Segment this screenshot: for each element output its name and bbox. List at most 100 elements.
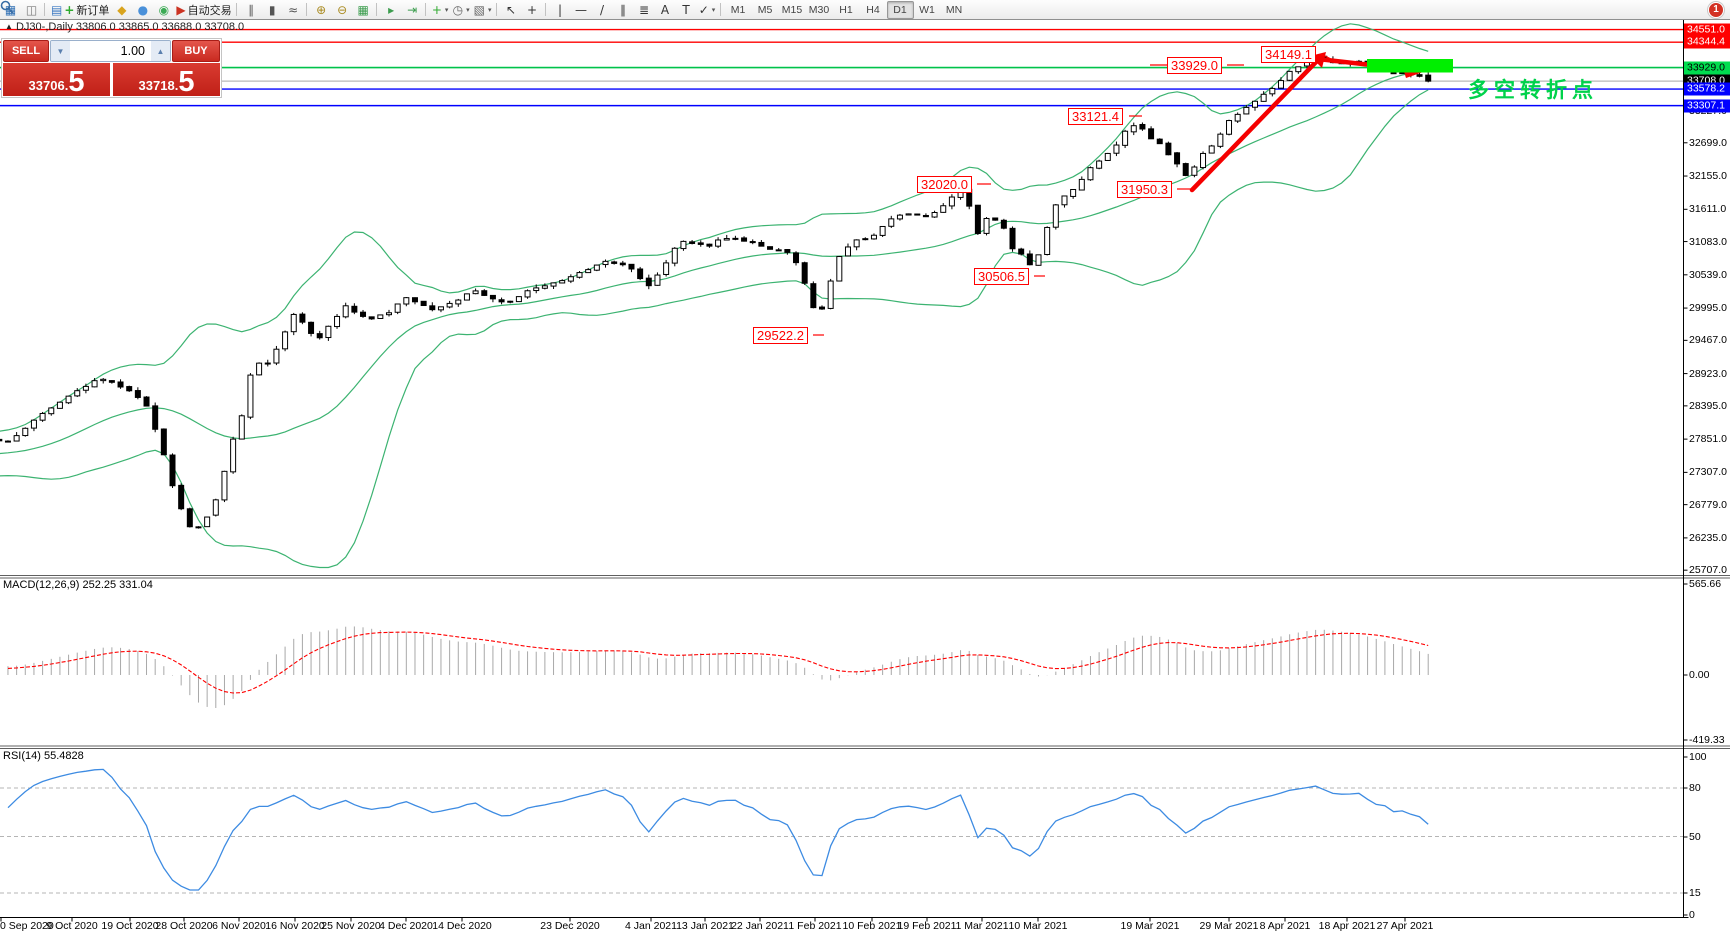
tile-windows-icon[interactable]: ▦ [353,1,374,18]
axes-layer [0,20,1730,922]
price-annotation[interactable]: 30506.5 [974,268,1029,285]
price-annotation[interactable]: 32020.0 [917,176,972,193]
indicators-icon[interactable]: + ▾ [430,1,451,18]
price-annotation[interactable]: 31950.3 [1117,181,1172,198]
price-scale-label: 32155.0 [1689,170,1727,183]
buy-price[interactable]: 33718. 5 [113,63,220,97]
price-annotation[interactable]: 33121.4 [1068,108,1123,125]
toolbar-separator [495,3,497,16]
price-level-tag: 34344.4 [1684,35,1730,49]
one-click-trading-panel: SELL ▼ 1.00 ▲ BUY 33706. 5 33718. 5 [2,39,221,97]
price-annotation[interactable]: 29522.2 [753,327,808,344]
date-axis-label: 10 Feb 2021 [842,920,902,932]
price-scale-label: 29995.0 [1689,302,1727,315]
period-button-h1[interactable]: H1 [839,3,853,16]
turning-point-note[interactable]: 多空转折点 [1468,79,1598,102]
new-order-icon[interactable]: ▤ + 新订单 [49,1,111,18]
zoom-in-icon: ⊕ [316,2,327,17]
text-label-icon[interactable]: T [676,1,697,18]
period-button-w1[interactable]: W1 [919,3,935,16]
trendline-icon[interactable]: / [592,1,613,18]
date-axis-label: 23 Dec 2020 [540,920,600,932]
date-axis-label: 18 Apr 2021 [1318,920,1376,932]
candlestick-chart-icon: ▮ [268,2,276,17]
autotrading-icon[interactable]: ▶ 自动交易 [174,1,233,18]
line-chart-icon[interactable]: ≈ [283,1,304,18]
arrows-icon: ✓ [698,2,709,17]
macd-values: 252.25 331.04 [82,579,153,591]
chevron-down-icon: ▾ [711,6,716,14]
price-level-tag: 34551.0 [1684,23,1730,37]
panel-price-row: 33706. 5 33718. 5 [3,63,220,98]
bars-chart-icon[interactable]: ∥ [241,1,262,18]
volume-increase-button[interactable]: ▲ [151,41,170,61]
buy-button[interactable]: BUY [172,40,220,62]
period-button-m1[interactable]: M1 [730,3,746,16]
rsi-scale-label: 0 [1689,909,1695,921]
date-axis-label: 25 Nov 2020 [321,920,381,932]
period-button-mn[interactable]: MN [945,3,963,16]
zoom-in-icon[interactable]: ⊕ [311,1,332,18]
zoom-out-icon[interactable]: ⊖ [332,1,353,18]
date-axis-label: 27 Apr 2021 [1376,920,1434,932]
metaeditor-icon[interactable]: ◆ [111,1,132,18]
period-button-m15[interactable]: M15 [781,3,803,16]
zoom-out-icon: ⊖ [337,2,348,17]
date-axis-label: 8 Apr 2021 [1259,920,1311,932]
period-button-d1[interactable]: D1 [886,0,914,19]
indicators-icon: + [431,2,442,17]
price-scale-label: 27307.0 [1689,466,1727,479]
signals-icon[interactable]: ◉ [153,1,174,18]
date-axis-label: 10 Mar 2021 [1008,920,1068,932]
horizontal-line-icon[interactable]: — [571,1,592,18]
period-button-m30[interactable]: M30 [808,3,830,16]
price-scale-label: 28923.0 [1689,367,1727,380]
sell-button[interactable]: SELL [3,40,49,62]
vertical-line-icon[interactable]: | [550,1,571,18]
periods-icon[interactable]: ◷ ▾ [451,1,472,18]
toolbar-separator [235,3,237,16]
text-icon: A [660,2,670,17]
price-level-tag: 33307.1 [1684,99,1730,113]
date-axis-label: 9 Oct 2020 [46,920,98,932]
profiles-icon[interactable]: ◫ [21,1,42,18]
auto-scroll-icon[interactable]: ▸ [381,1,402,18]
symbol-timeframe-label: DJ30-,Daily [15,21,73,33]
community-icon[interactable]: ● [132,1,153,18]
sell-price[interactable]: 33706. 5 [3,63,110,98]
arrows-icon[interactable]: ✓ ▾ [697,1,718,18]
channel-icon[interactable]: ∥ [613,1,634,18]
text-icon[interactable]: A [655,1,676,18]
macd-scale-label: 0.00 [1689,669,1710,681]
toolbar-right: 1 [0,0,1730,18]
search-icon[interactable] [0,0,14,14]
chart-shift-icon[interactable]: ⇥ [402,1,423,18]
price-annotation[interactable]: 33929.0 [1167,57,1222,74]
periods-icon: ◷ [452,2,464,17]
cursor-icon[interactable]: ↖ [501,1,522,18]
price-scale-label: 27851.0 [1689,433,1727,446]
volume-value[interactable]: 1.00 [120,44,145,58]
rsi-scale-label: 15 [1689,887,1701,899]
volume-decrease-button[interactable]: ▼ [51,41,70,61]
sell-price-big: 5 [68,66,85,98]
period-button-m5[interactable]: M5 [757,3,773,16]
price-scale-label: 26235.0 [1689,531,1727,544]
date-axis-label: 19 Oct 2020 [101,920,159,932]
bars-chart-icon: ∥ [248,2,255,17]
notification-badge[interactable]: 1 [1708,1,1724,18]
templates-icon[interactable]: ▧ ▾ [472,1,494,18]
crosshair-icon[interactable]: + [522,1,543,18]
date-axis-label: 22 Jan 2021 [731,920,789,932]
vertical-line-icon: | [557,2,563,17]
fibonacci-icon[interactable]: ≣ [634,1,655,18]
period-button-h4[interactable]: H4 [866,3,880,16]
signals-icon: ◉ [158,2,170,17]
candlestick-chart-icon[interactable]: ▮ [262,1,283,18]
toolbar-separator [305,3,307,16]
line-chart-icon: ≈ [288,2,299,17]
templates-icon: ▧ [473,2,485,17]
date-axis-label: 29 Mar 2021 [1199,920,1259,932]
price-annotation[interactable]: 34149.1 [1261,46,1316,63]
